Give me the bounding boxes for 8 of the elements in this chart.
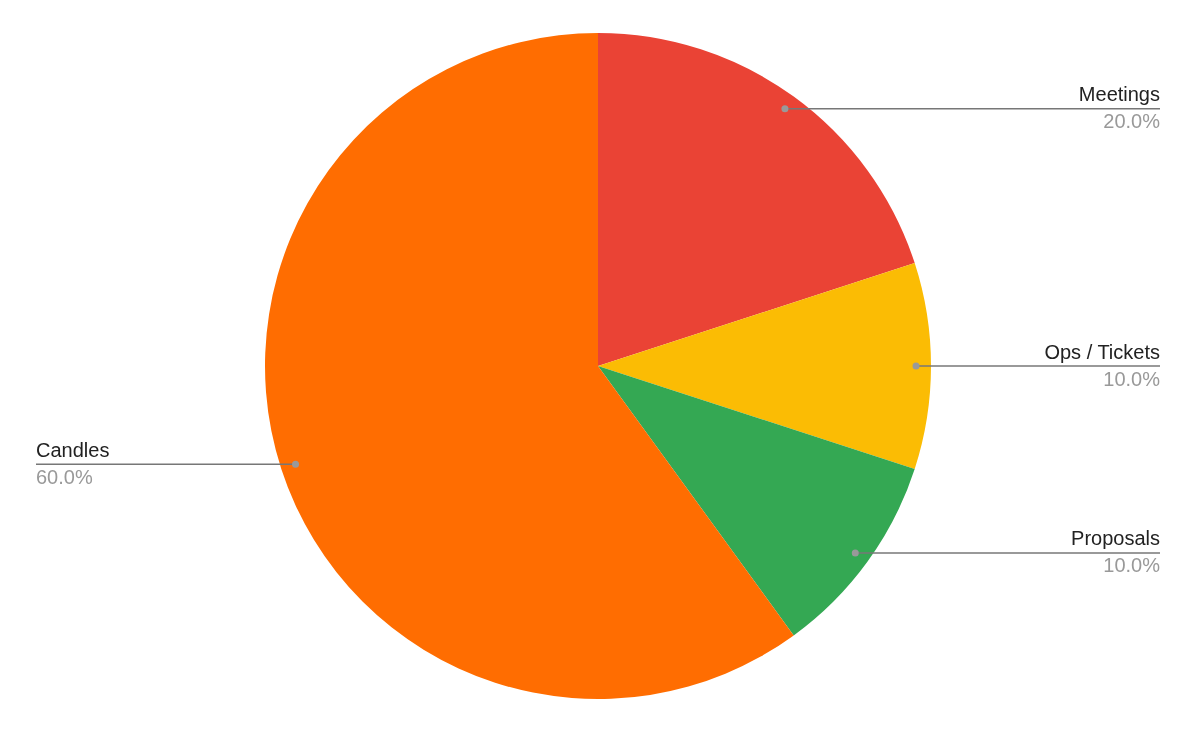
data-label: 10.0% bbox=[1103, 367, 1161, 390]
data-label: 60.0% bbox=[36, 465, 93, 488]
data-label: 10.0% bbox=[1103, 554, 1161, 577]
data-label: 20.0% bbox=[1103, 110, 1161, 133]
slice-label: Proposals bbox=[1071, 527, 1160, 550]
slice-label: Meetings bbox=[1078, 83, 1160, 106]
slice-label: Candles bbox=[36, 438, 110, 461]
slice-label: Ops / Tickets bbox=[1044, 340, 1160, 363]
